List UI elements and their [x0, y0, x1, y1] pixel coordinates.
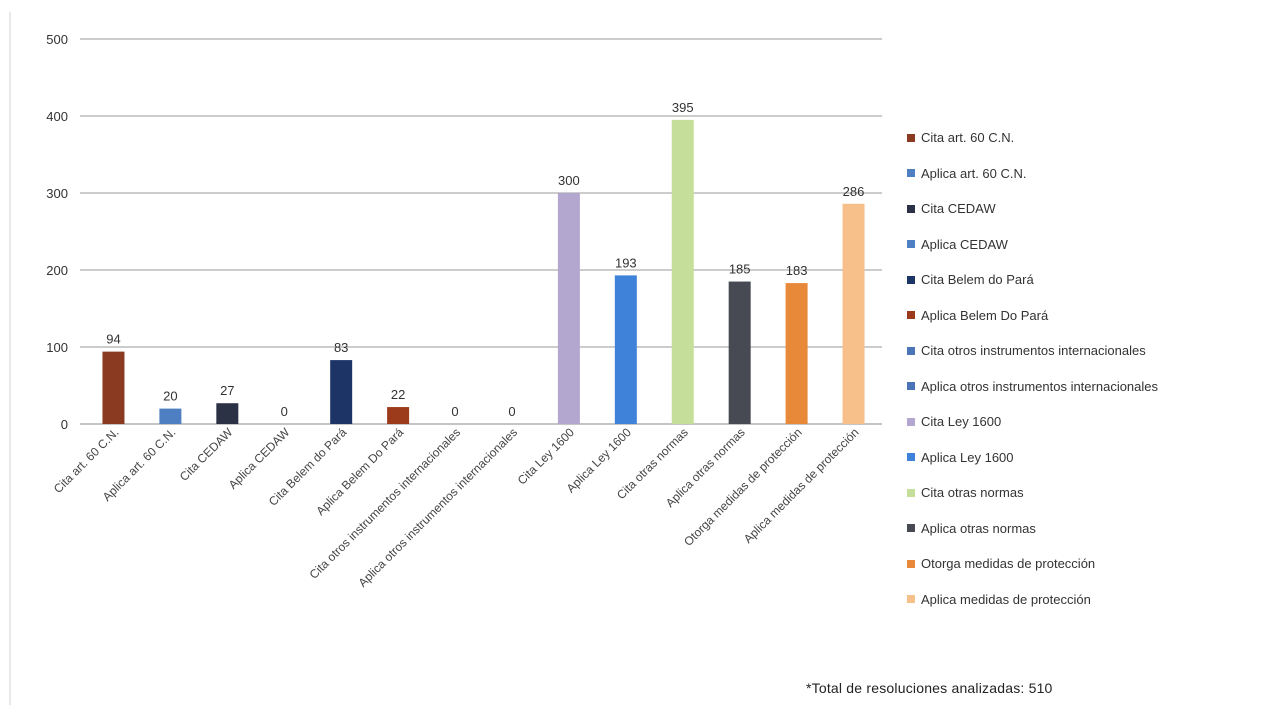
bar [557, 193, 580, 424]
legend-item: Aplica CEDAW [907, 227, 1158, 263]
x-tick-label: Cita CEDAW [177, 425, 236, 484]
y-tick-label: 300 [46, 186, 68, 201]
bar [387, 407, 410, 424]
data-label: 20 [163, 389, 177, 404]
legend-item: Aplica medidas de protección [907, 582, 1158, 618]
legend-label: Aplica art. 60 C.N. [921, 165, 1027, 181]
bar [159, 408, 182, 424]
legend-swatch [907, 169, 915, 178]
legend-label: Cita CEDAW [921, 201, 996, 217]
bar [102, 351, 125, 424]
data-label: 286 [843, 184, 865, 199]
legend-swatch [907, 346, 915, 355]
legend-label: Aplica CEDAW [921, 236, 1008, 252]
legend-label: Aplica otras normas [921, 520, 1036, 536]
x-tick-label: Aplica medidas de protección [741, 425, 862, 546]
data-label: 94 [106, 332, 120, 347]
bar [614, 275, 637, 424]
legend-item: Cita otras normas [907, 475, 1158, 511]
legend-label: Cita otros instrumentos internacionales [921, 343, 1146, 359]
legend-item: Otorga medidas de protección [907, 546, 1158, 582]
bar [671, 119, 694, 424]
bar [842, 203, 865, 424]
legend-item: Cita Ley 1600 [907, 404, 1158, 440]
data-label: 183 [786, 263, 808, 278]
legend-label: Aplica Belem Do Pará [921, 307, 1049, 323]
legend-item: Cita Belem do Pará [907, 262, 1158, 298]
legend-item: Aplica otros instrumentos internacionale… [907, 369, 1158, 405]
legend-swatch [907, 453, 915, 462]
legend-label: Cita Ley 1600 [921, 414, 1002, 430]
legend-label: Aplica Ley 1600 [921, 449, 1014, 465]
legend-swatch [907, 417, 915, 426]
legend-item: Aplica art. 60 C.N. [907, 156, 1158, 192]
data-label: 193 [615, 255, 637, 270]
footnote: *Total de resoluciones analizadas: 510 [806, 680, 1053, 696]
data-label: 185 [729, 262, 751, 277]
legend-item: Cita otros instrumentos internacionales [907, 333, 1158, 369]
y-tick-label: 400 [46, 109, 68, 124]
legend-swatch [907, 133, 915, 142]
y-tick-label: 100 [46, 340, 68, 355]
legend-item: Cita art. 60 C.N. [907, 120, 1158, 156]
data-label: 0 [281, 404, 288, 419]
y-tick-label: 0 [61, 417, 68, 432]
data-label: 300 [558, 173, 580, 188]
legend-swatch [907, 382, 915, 391]
data-label: 22 [391, 387, 405, 402]
legend-item: Cita CEDAW [907, 191, 1158, 227]
x-tick-label: Otorga medidas de protección [681, 425, 805, 549]
legend-item: Aplica Ley 1600 [907, 440, 1158, 476]
legend-label: Aplica otros instrumentos internacionale… [921, 378, 1159, 394]
legend-swatch [907, 240, 915, 249]
bar [216, 403, 239, 424]
legend-label: Cita art. 60 C.N. [921, 130, 1015, 146]
legend-swatch [907, 524, 915, 533]
legend-swatch [907, 204, 915, 213]
legend-swatch [907, 275, 915, 284]
legend-item: Aplica Belem Do Pará [907, 298, 1158, 334]
bar [728, 281, 751, 424]
legend-swatch [907, 488, 915, 497]
y-tick-label: 500 [46, 32, 68, 47]
data-label: 0 [508, 404, 515, 419]
y-tick-label: 200 [46, 263, 68, 278]
data-label: 27 [220, 383, 234, 398]
legend-swatch [907, 311, 915, 320]
legend-swatch [907, 595, 915, 604]
data-label: 83 [334, 340, 348, 355]
data-label: 0 [451, 404, 458, 419]
legend: Cita art. 60 C.N. Aplica art. 60 C.N. Cita… [907, 120, 1158, 617]
legend-label: Cita Belem do Pará [921, 272, 1034, 288]
legend-label: Otorga medidas de protección [921, 556, 1096, 572]
legend-label: Aplica medidas de protección [921, 591, 1091, 607]
legend-label: Cita otras normas [921, 485, 1024, 501]
data-label: 395 [672, 100, 694, 115]
bar [785, 283, 808, 424]
legend-swatch [907, 559, 915, 568]
x-tick-label: Cita Ley 1600 [515, 425, 577, 487]
legend-item: Aplica otras normas [907, 511, 1158, 547]
bar [330, 360, 353, 424]
